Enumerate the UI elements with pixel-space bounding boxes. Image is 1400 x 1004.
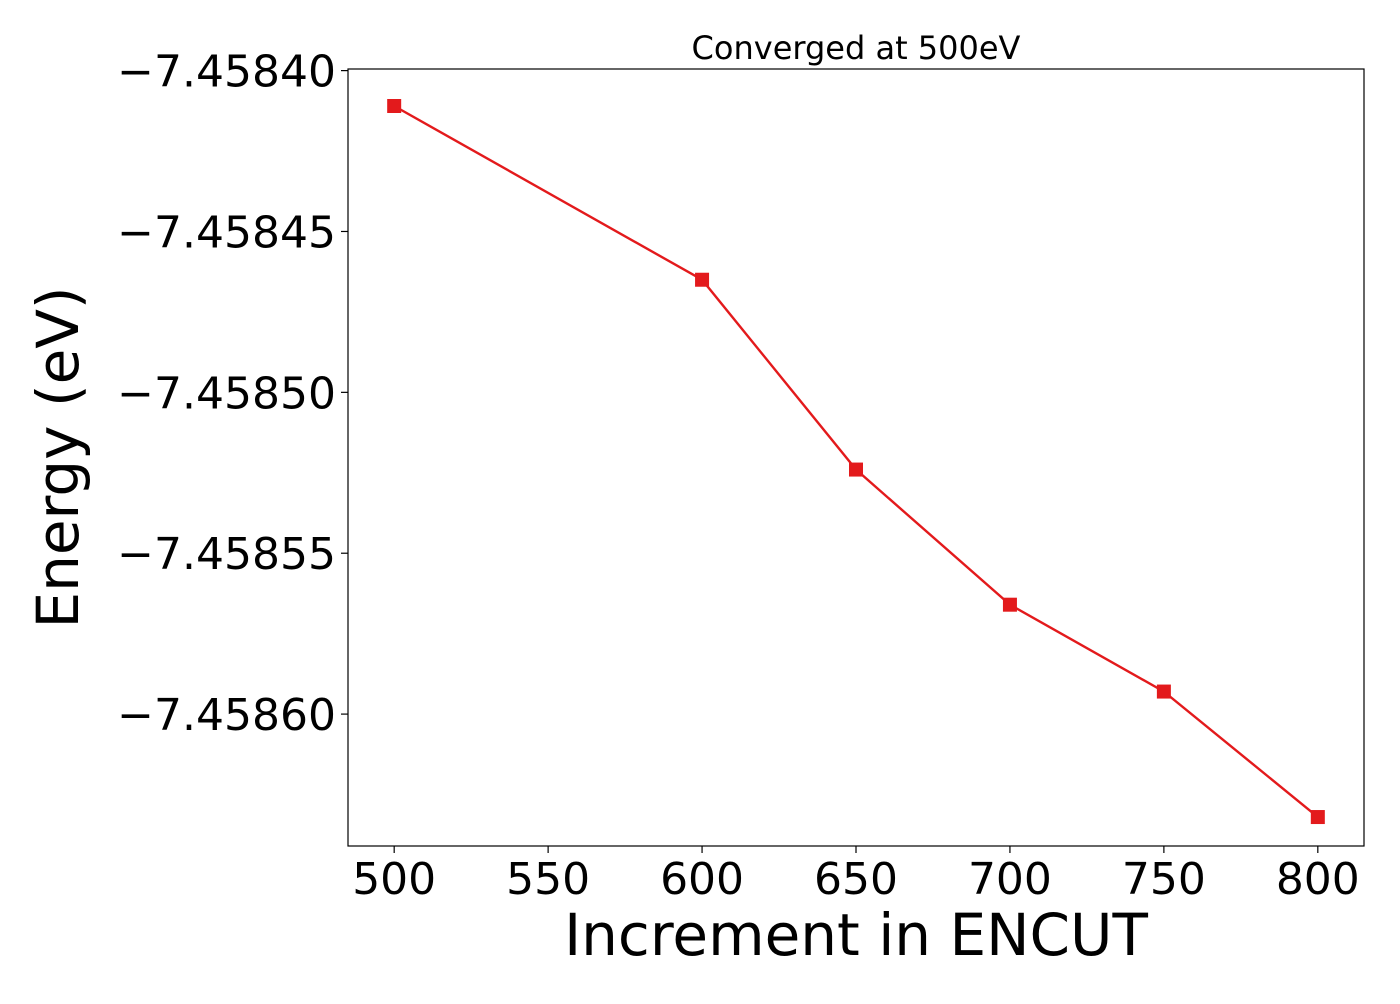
y-tick-label: −7.45845 [117, 207, 336, 258]
y-tick-label: −7.45840 [117, 47, 336, 98]
y-tick-label: −7.45850 [117, 368, 336, 419]
x-tick-label: 550 [506, 854, 590, 905]
x-tick-label: 600 [660, 854, 744, 905]
x-tick-label: 700 [968, 854, 1052, 905]
series-layer [387, 99, 1325, 825]
x-tick-label: 750 [1122, 854, 1206, 905]
data-point-marker [849, 462, 863, 477]
y-tick-label: −7.45855 [117, 529, 336, 580]
x-tick-label: 800 [1276, 854, 1360, 905]
data-point-marker [695, 272, 710, 287]
x-tick-label: 650 [814, 854, 898, 905]
x-tick-label: 500 [352, 854, 436, 905]
y-axis-ticks: −7.45840 −7.45845 −7.45850 −7.45855 −7.45860 [117, 47, 348, 741]
data-point-marker [1310, 810, 1325, 825]
chart-title: Converged at 500eV [692, 29, 1021, 67]
y-tick-label: −7.45860 [117, 690, 336, 741]
plot-area-frame [347, 68, 1365, 847]
series-line [393, 104, 1319, 818]
x-axis-ticks: 500 550 600 650 700 750 800 [352, 846, 1360, 905]
x-axis-label: Increment in ENCUT [564, 901, 1148, 969]
data-point-marker [1156, 684, 1171, 699]
data-point-marker [387, 99, 402, 113]
y-axis-label: Energy (eV) [24, 286, 92, 628]
data-point-marker [1002, 597, 1017, 612]
